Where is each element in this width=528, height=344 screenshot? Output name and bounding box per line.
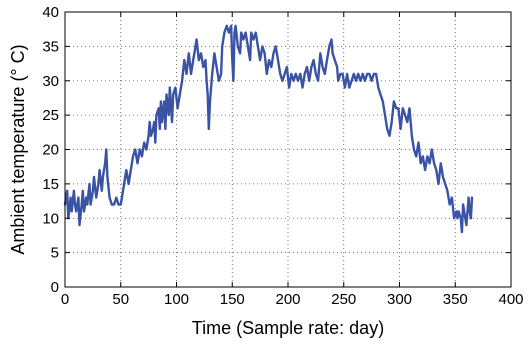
x-tick-label: 250	[331, 291, 356, 308]
y-tick-label: 40	[42, 4, 59, 21]
x-tick-label: 300	[387, 291, 412, 308]
plot-frame	[64, 11, 512, 288]
x-tick-label: 350	[443, 291, 468, 308]
y-axis-label: Ambient temperature (° C)	[8, 44, 28, 254]
x-tick-label: 50	[112, 291, 129, 308]
x-tick-label: 0	[61, 291, 69, 308]
y-tick-labels: 0 5 10 15 20 25 30 35 40	[42, 4, 59, 296]
x-tick-label: 200	[275, 291, 300, 308]
grid-lines	[65, 12, 511, 287]
x-axis-label: Time (Sample rate: day)	[192, 318, 384, 338]
temperature-series-line	[63, 24, 474, 234]
y-tick-label: 35	[42, 38, 59, 55]
y-tick-label: 25	[42, 107, 59, 124]
y-tick-label: 30	[42, 73, 59, 90]
y-tick-label: 10	[42, 210, 59, 227]
x-tick-label: 100	[164, 291, 189, 308]
y-tick-label: 15	[42, 176, 59, 193]
y-tick-label: 5	[51, 245, 59, 262]
axis-ticks	[64, 11, 512, 288]
y-tick-label: 20	[42, 142, 59, 159]
x-tick-label: 400	[498, 291, 523, 308]
x-tick-labels: 0 50 100 150 200 250 300 350 400	[61, 291, 524, 308]
x-tick-label: 150	[220, 291, 245, 308]
y-tick-label: 0	[51, 279, 59, 296]
